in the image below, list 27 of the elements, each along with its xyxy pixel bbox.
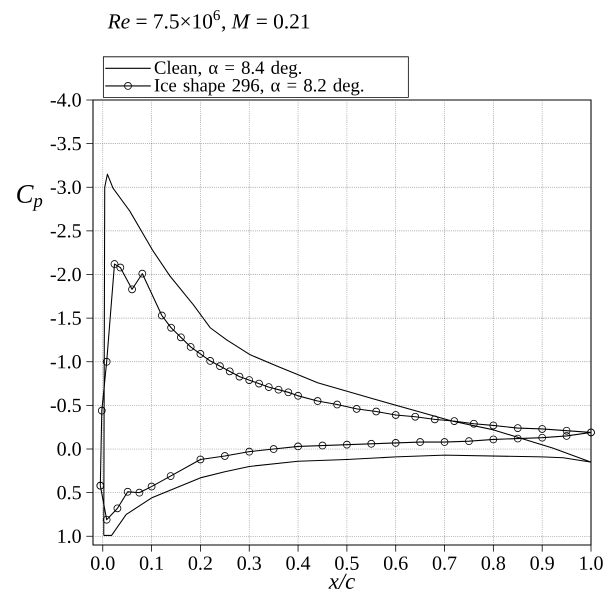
x-tick-label: 0.6 [384,556,408,570]
x-tick-label: 0.1 [140,556,163,570]
y-tick-label: 0.0 [57,442,81,456]
x-tick-label: 0.7 [432,556,456,570]
x-tick-label: 0.8 [482,556,506,570]
y-tick-label: -1.0 [50,354,81,369]
x-tick-label: 1.0 [580,556,603,570]
y-tick-label: -0.5 [50,398,81,412]
y-tick-label: -2.5 [50,224,81,238]
chart-title: Re = 7.5×10$^{6}$, M = 0.21 [108,10,310,32]
x-tick-label: 0.3 [237,556,261,570]
y-tick-label: 0.5 [57,486,81,500]
y-tick-label: 1.0 [58,529,81,544]
y-tick-label: -3.5 [50,136,81,150]
legend-label: Clean, α = 8.4 deg. [154,60,302,78]
x-tick-label: 0.4 [286,556,310,570]
x-tick-label: 0.5 [335,556,359,570]
x-tick-label: 0.0 [91,556,115,570]
y-tick-label: -2.0 [50,268,81,282]
y-tick-label: -3.0 [50,180,81,194]
legend-label: Ice shape 296, α = 8.2 deg. [154,78,364,96]
x-tick-label: 0.2 [188,556,212,570]
y-tick-label: -4.0 [50,93,81,107]
y-axis-title: C$_{p}$ [17,185,42,211]
x-axis-title: x/c [328,574,355,589]
y-tick-label: -1.5 [50,311,81,325]
x-tick-label: 0.9 [530,556,554,570]
